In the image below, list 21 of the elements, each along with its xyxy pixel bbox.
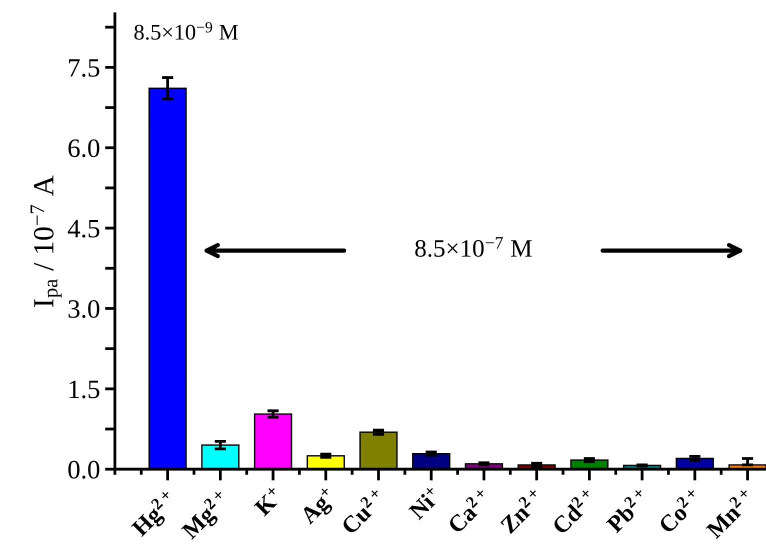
x-tick-label: Co$^{2+}$ xyxy=(656,486,704,534)
y-tick-label: 7.5 xyxy=(69,59,100,77)
y-tick-label: 0.0 xyxy=(68,460,100,479)
x-tick-label: Zn$^{2+}$ xyxy=(498,486,545,534)
x-tick-label: Cd$^{2+}$ xyxy=(550,486,598,536)
x-tick-label: Hg$^{2+}$ xyxy=(128,488,181,541)
y-tick-label: 6.0 xyxy=(68,139,100,158)
x-tick-label: Ni$^{+}$ xyxy=(407,486,442,520)
x-tick-label: Mg$^{2+}$ xyxy=(178,488,234,544)
x-tick-label: Cu$^{2+}$ xyxy=(338,486,387,536)
x-tick-label: Mn$^{2+}$ xyxy=(703,486,756,540)
annotation: 8.5×10$^{−7}$ M xyxy=(415,237,532,257)
y-tick-label: 1.5 xyxy=(70,380,100,398)
x-tick-label: Ca$^{2+}$ xyxy=(445,486,492,534)
y-axis-title: I$_{pa}$ / 10$^{−7}$ A xyxy=(30,175,62,307)
x-tick-label: K$^{+}$ xyxy=(252,486,284,517)
y-tick-label: 3.0 xyxy=(68,300,100,318)
y-tick-label: 4.5 xyxy=(68,220,100,238)
x-tick-label: Ag$^{+}$ xyxy=(298,486,340,528)
x-tick-label: Pb$^{2+}$ xyxy=(604,486,650,534)
annotation: 8.5×10$^{−9}$ M xyxy=(134,22,238,40)
